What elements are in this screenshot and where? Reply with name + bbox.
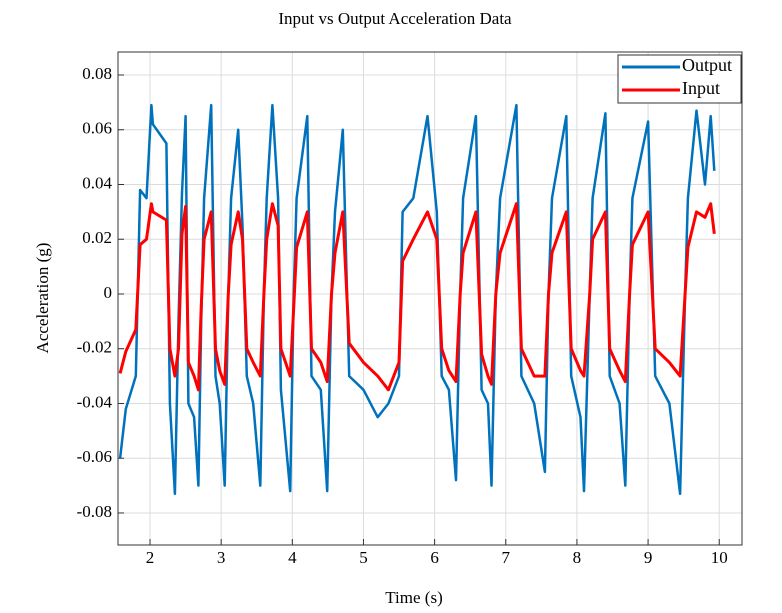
- x-tick-label: 8: [573, 548, 582, 567]
- plot-frame: [117, 51, 743, 546]
- y-tick-label: 0.04: [82, 173, 112, 192]
- y-tick-label: -0.02: [77, 338, 112, 357]
- series-line: [118, 202, 716, 392]
- x-tick-label: 9: [644, 548, 653, 567]
- x-tick-label: 6: [430, 548, 439, 567]
- legend-box: [617, 54, 742, 104]
- y-tick-label: -0.06: [77, 447, 112, 466]
- y-tick-label: -0.04: [77, 392, 113, 411]
- y-tick-label: 0.02: [82, 228, 112, 247]
- plot-lines: [118, 103, 716, 496]
- y-tick-label: 0.08: [82, 64, 112, 83]
- y-axis-label: Acceleration (g): [33, 243, 52, 354]
- x-tick-label: 5: [359, 548, 368, 567]
- frame: [117, 51, 743, 546]
- x-tick-label: 3: [217, 548, 226, 567]
- x-tick-label: 7: [502, 548, 511, 567]
- x-tick-label: 4: [288, 548, 297, 567]
- grid: [118, 52, 742, 545]
- x-axis-label: Time (s): [385, 588, 442, 607]
- legend-label: Output: [682, 55, 732, 75]
- series-line: [118, 103, 716, 496]
- y-tick-label: 0.06: [82, 119, 112, 138]
- legend-label: Input: [682, 78, 720, 98]
- y-tick-label: 0: [104, 283, 113, 302]
- chart-title: Input vs Output Acceleration Data: [278, 9, 512, 28]
- legend: Output Input: [617, 54, 742, 104]
- y-tick-label: -0.08: [77, 502, 112, 521]
- x-tick-label: 10: [711, 548, 728, 567]
- x-tick-label: 2: [146, 548, 155, 567]
